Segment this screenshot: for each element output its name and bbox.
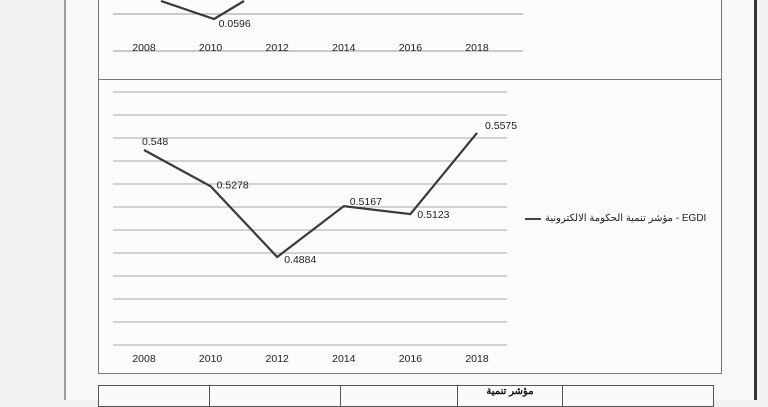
data-label: 0.5575 [485, 120, 517, 132]
x-tick-label: 2010 [199, 353, 223, 365]
data-label: 0.5167 [350, 196, 382, 208]
table-header-cell: مؤشر تنمية [457, 386, 562, 406]
data-label: 0.548 [142, 136, 168, 148]
table-cell [562, 386, 713, 406]
x-tick-label: 2010 [199, 42, 223, 54]
x-tick-label: 2014 [332, 353, 356, 365]
table-cell [209, 386, 340, 406]
series-line [161, 1, 244, 19]
data-label: 0.0596 [219, 18, 251, 30]
x-tick-label: 2012 [266, 353, 290, 365]
x-tick-label: 2018 [465, 42, 489, 54]
data-label: 0.5123 [417, 209, 449, 221]
table-cell [99, 386, 209, 406]
table-cell [340, 386, 457, 406]
x-tick-label: 2012 [266, 42, 290, 54]
table-header: مؤشر تنمية [98, 385, 714, 407]
x-tick-label: 2008 [132, 42, 156, 54]
series-line [144, 133, 477, 257]
x-tick-label: 2008 [132, 353, 156, 365]
legend-swatch [525, 218, 541, 220]
x-tick-label: 2016 [399, 353, 423, 365]
legend-label: مؤشر تنمية الحكومة الالكترونية - EGDI [545, 213, 706, 224]
chart-egdi-svg: 0.548 0.5278 0.4884 0.5167 0.5123 0.5575 2008 2… [99, 80, 721, 373]
x-tick-label: 2016 [399, 42, 423, 54]
data-label: 0.5278 [217, 179, 249, 191]
data-label: 0.4884 [284, 254, 316, 266]
x-tick-label: 2018 [465, 353, 489, 365]
legend: مؤشر تنمية الحكومة الالكترونية - EGDI [525, 213, 706, 224]
chart-egdi: 0.548 0.5278 0.4884 0.5167 0.5123 0.5575 2008 2… [98, 79, 722, 374]
x-tick-label: 2014 [332, 42, 356, 54]
